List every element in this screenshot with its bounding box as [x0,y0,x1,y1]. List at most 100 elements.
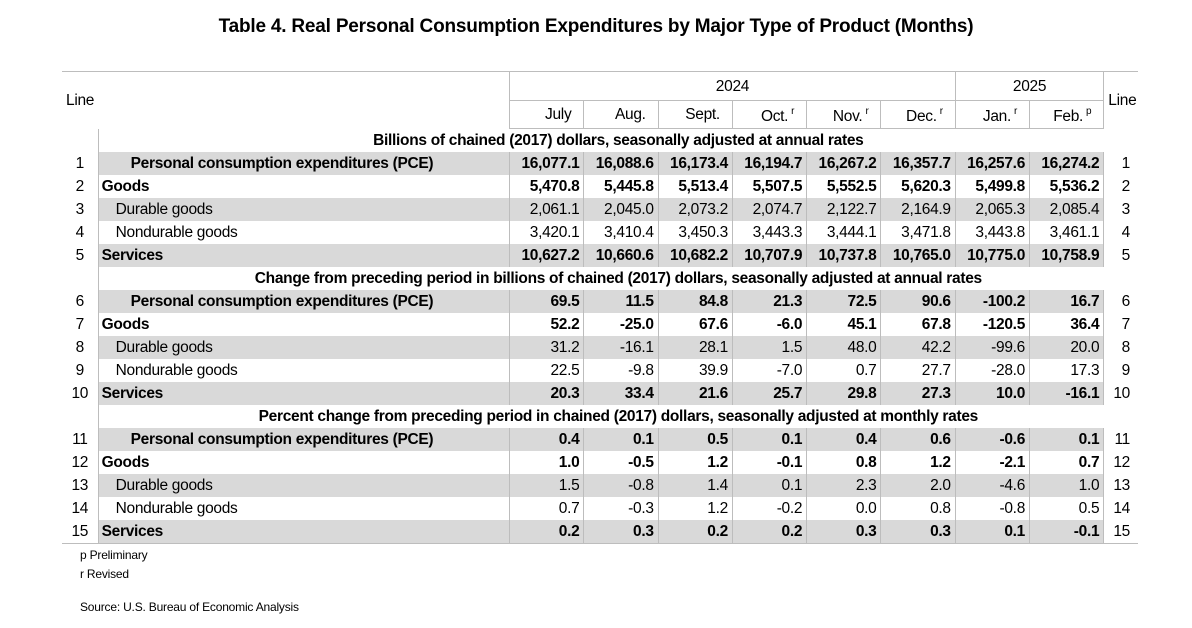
month-label: Jan. [982,108,1011,126]
value-cell: 52.2 [509,313,584,336]
row-label: Goods [101,454,150,471]
line-number-right: 11 [1103,428,1138,451]
line-number: 12 [62,451,99,474]
value-cell: 20.0 [1029,336,1104,359]
value-cell: 3,420.1 [509,221,584,244]
value-cell: -0.8 [583,474,659,497]
value-cell: -0.6 [954,428,1030,451]
header-year-row: Line 2024 2025 Line [62,71,1138,129]
value-cell: 0.1 [1029,428,1104,451]
value-cell: 45.1 [806,313,881,336]
month-mark: p [1086,105,1092,117]
value-cell: 10,627.2 [509,244,584,267]
value-cell: 10,758.9 [1029,244,1104,267]
value-cell: -16.1 [1029,382,1104,405]
line-number: 8 [62,336,99,359]
value-cell: 69.5 [509,290,584,313]
value-cell: 67.8 [880,313,956,336]
value-cell: 33.4 [583,382,659,405]
value-cell: 0.7 [1029,451,1104,474]
month-label: July [545,106,572,123]
row-label: Services [98,382,510,405]
table-row: 12 Goods 1.0 -0.5 1.2 -0.1 0.8 1.2 -2.1 0.7 12 [62,451,1138,474]
value-cell: 16,267.2 [806,152,881,175]
value-cell: 2,045.0 [583,198,659,221]
month-mark: r [1013,105,1018,117]
value-cell: -2.1 [954,451,1030,474]
table-row: 14 Nondurable goods 0.7 -0.3 1.2 -0.2 0.0 0.8 -0… [62,497,1138,520]
line-number: 3 [62,198,99,221]
value-cell: 5,620.3 [880,175,956,198]
value-cell: 11.5 [583,290,659,313]
value-cell: 0.4 [806,428,881,451]
value-cell: -28.0 [954,359,1030,382]
section-line-blank [62,405,99,428]
line-number-right: 10 [1103,382,1138,405]
table-row: 13 Durable goods 1.5 -0.8 1.4 0.1 2.3 2.0 -4.6 1.… [62,474,1138,497]
line-number-right: 5 [1103,244,1138,267]
value-cell: 10,765.0 [880,244,956,267]
line-number-right: 9 [1103,359,1138,382]
value-cell: 31.2 [509,336,584,359]
month-header: July [509,100,585,129]
value-cell: 3,410.4 [583,221,659,244]
value-cell: 0.8 [880,497,956,520]
month-header: Jan. r [955,100,1031,129]
value-cell: 0.3 [806,520,881,544]
row-label: Durable goods [98,198,510,221]
value-cell: 1.0 [509,451,584,474]
row-label: Durable goods [98,336,510,359]
line-number-right: 13 [1103,474,1138,497]
month-mark: r [939,105,943,117]
value-cell: 0.3 [880,520,956,544]
table-row: 15 Services 0.2 0.3 0.2 0.2 0.3 0.3 0.1 -0.1 15 [62,520,1138,544]
value-cell: 10,737.8 [806,244,881,267]
row-label: Durable goods [98,474,510,497]
month-header: Oct. r [732,100,808,129]
value-cell: -0.3 [583,497,659,520]
row-label: Personal consumption expenditures (PCE) [98,290,510,313]
value-cell: 16,194.7 [731,152,807,175]
line-number: 10 [62,382,99,405]
value-cell: 36.4 [1029,313,1104,336]
value-cell: 1.0 [1029,474,1104,497]
value-cell: -6.0 [731,313,807,336]
footnote-revised: r Revised [80,567,129,581]
value-cell: 0.5 [657,428,733,451]
value-cell: 21.6 [657,382,733,405]
value-cell: 1.2 [880,451,956,474]
value-cell: 1.5 [731,336,807,359]
line-number: 1 [62,152,99,175]
year-header-2024: 2024 [509,71,956,101]
value-cell: 10,682.2 [657,244,733,267]
table-row: 10 Services 20.3 33.4 21.6 25.7 29.8 27.3 10.0 -1… [62,382,1138,405]
value-cell: 0.3 [583,520,659,544]
value-cell: 29.8 [806,382,881,405]
value-cell: 5,499.8 [954,175,1030,198]
value-cell: 3,450.3 [657,221,733,244]
value-cell: 1.2 [657,451,733,474]
line-number: 4 [62,221,99,244]
section-line-blank [62,267,99,290]
section-title: Billions of chained (2017) dollars, seas… [373,132,864,149]
value-cell: 16.7 [1029,290,1104,313]
value-cell: 3,461.1 [1029,221,1104,244]
value-cell: 2.0 [880,474,956,497]
header-month-row: July Aug. Sept. Oct. r Nov. r Dec. r Jan. r Feb. p [62,100,1138,129]
value-cell: 5,507.5 [731,175,807,198]
value-cell: 0.1 [731,474,807,497]
value-cell: 0.0 [806,497,881,520]
value-cell: 5,513.4 [657,175,733,198]
section-header-row: Change from preceding period in billions… [62,267,1138,290]
value-cell: 27.3 [880,382,956,405]
value-cell: 16,274.2 [1029,152,1104,175]
value-cell: 0.1 [954,520,1030,544]
row-label: Services [98,520,510,544]
line-number: 14 [62,497,99,520]
line-number: 11 [62,428,99,451]
value-cell: 0.7 [806,359,881,382]
line-number-right: 15 [1103,520,1138,544]
table-row: 8 Durable goods 31.2 -16.1 28.1 1.5 48.0 42.2 -9… [62,336,1138,359]
table-row: 4 Nondurable goods 3,420.1 3,410.4 3,450.3 3,… [62,221,1138,244]
row-label: Goods [101,316,150,333]
